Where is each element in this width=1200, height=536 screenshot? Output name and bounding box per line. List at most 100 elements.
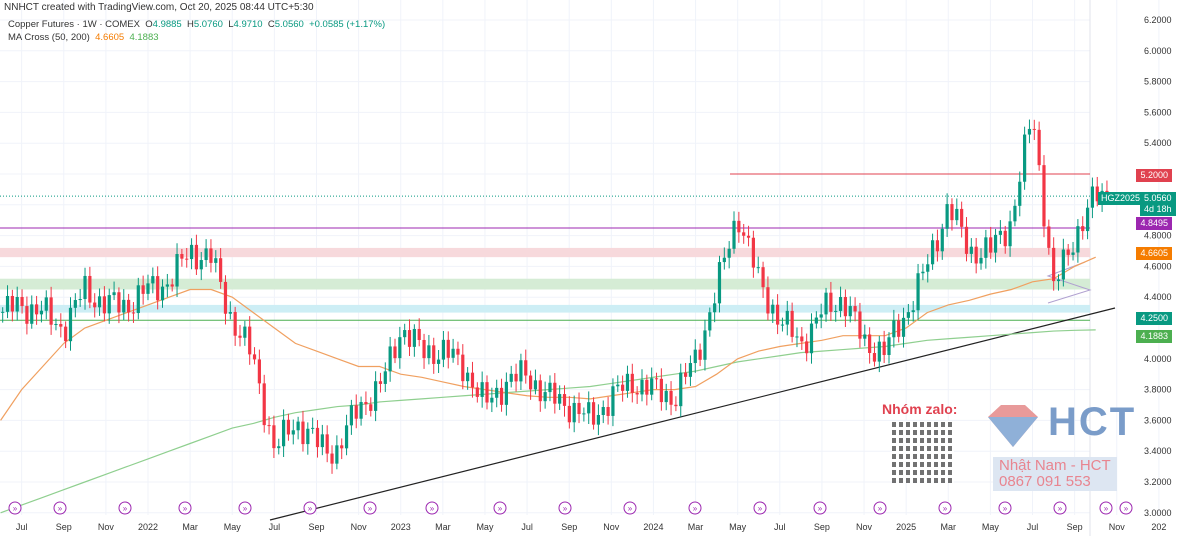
y-tick-label: 3.2000	[1144, 477, 1172, 487]
candle	[78, 298, 82, 301]
candle	[509, 373, 513, 382]
event-marker-glyph: »	[368, 504, 373, 513]
ma50-line	[0, 256, 1096, 421]
candle	[320, 434, 324, 448]
candle	[732, 220, 736, 249]
candle	[1023, 134, 1027, 182]
diamond-logo-icon	[988, 405, 1038, 447]
candle	[742, 232, 746, 236]
candle	[746, 235, 751, 238]
candle	[1095, 186, 1099, 202]
candle	[25, 306, 29, 324]
candle	[553, 382, 557, 404]
event-marker-glyph: »	[818, 504, 823, 513]
candle	[107, 295, 111, 314]
candle	[470, 372, 475, 388]
contact-phone: 0867 091 553	[999, 473, 1091, 490]
close-label: C	[267, 19, 275, 30]
candle	[683, 372, 688, 377]
event-marker-glyph: »	[563, 504, 568, 513]
symbol-title[interactable]: Copper Futures · 1W · COMEX	[8, 19, 140, 30]
candle	[267, 425, 271, 427]
candle	[248, 326, 252, 355]
candle	[461, 354, 465, 382]
ticker-badge: HGZ2025	[1098, 192, 1144, 205]
candle	[5, 295, 10, 312]
trend-line	[269, 307, 1116, 521]
candle	[708, 312, 712, 331]
candle	[495, 387, 499, 398]
candle	[751, 237, 755, 268]
ma50-value: 4.6605	[95, 32, 125, 43]
candle	[306, 428, 310, 445]
y-tick-label: 5.6000	[1144, 107, 1172, 117]
event-marker-glyph: »	[943, 504, 948, 513]
candle	[950, 204, 954, 221]
y-tick-label: 6.2000	[1144, 15, 1172, 25]
x-tick-label: Mar	[688, 522, 704, 532]
candle	[1076, 226, 1080, 253]
candle	[882, 341, 886, 355]
candle	[616, 384, 620, 387]
candle	[582, 413, 586, 415]
high-label: H	[187, 19, 194, 30]
ma200-value: 4.1883	[129, 32, 159, 43]
candle	[543, 392, 547, 402]
candle	[640, 379, 644, 395]
candle	[713, 303, 717, 313]
candle	[693, 349, 697, 364]
candle	[780, 324, 785, 326]
candle	[921, 271, 925, 274]
candle	[451, 348, 455, 358]
candle	[219, 258, 223, 282]
candle	[1090, 186, 1095, 208]
x-tick-label: Jul	[269, 522, 281, 532]
candle	[669, 390, 673, 405]
x-tick-label: Mar	[182, 522, 198, 532]
candle	[533, 380, 538, 390]
y-tick-label: 3.8000	[1144, 385, 1172, 395]
candle	[911, 310, 915, 313]
x-tick-label: Mar	[941, 522, 957, 532]
event-marker-icon	[178, 501, 192, 515]
candle	[262, 383, 266, 426]
event-marker-glyph: »	[430, 504, 435, 513]
candle	[393, 346, 397, 359]
candle	[102, 296, 106, 314]
channel-lines	[1046, 261, 1092, 304]
candle	[630, 373, 634, 393]
candle	[819, 314, 823, 318]
candle	[165, 284, 169, 287]
candle	[233, 311, 237, 336]
x-tick-label: May	[476, 522, 494, 532]
candle	[698, 349, 702, 360]
candle	[1027, 128, 1032, 135]
event-marker-glyph: »	[1003, 504, 1008, 513]
candle	[340, 445, 344, 449]
event-marker-icon	[363, 501, 377, 515]
candle	[1013, 205, 1017, 222]
candle	[926, 264, 930, 272]
high-value: 5.0760	[193, 19, 223, 30]
candle	[1056, 279, 1061, 282]
candle	[824, 292, 828, 315]
y-tick-label: 3.4000	[1144, 446, 1172, 456]
price-zone	[0, 278, 1090, 290]
x-tick-label: May	[224, 522, 242, 532]
purple-level-badge: 4.8495	[1136, 217, 1172, 230]
candle	[930, 240, 935, 265]
candle	[83, 275, 87, 299]
contact-name: Nhật Nam - HCT	[999, 457, 1111, 474]
candle	[204, 248, 208, 261]
candle	[170, 284, 174, 287]
candle	[984, 237, 988, 258]
candle	[674, 404, 678, 407]
candle	[335, 445, 339, 464]
candle	[97, 296, 102, 308]
x-tick-label: Jul	[774, 522, 786, 532]
ma-indicator-label[interactable]: MA Cross (50, 200)	[8, 32, 90, 43]
candle	[964, 226, 969, 254]
event-marker-glyph: »	[628, 504, 633, 513]
